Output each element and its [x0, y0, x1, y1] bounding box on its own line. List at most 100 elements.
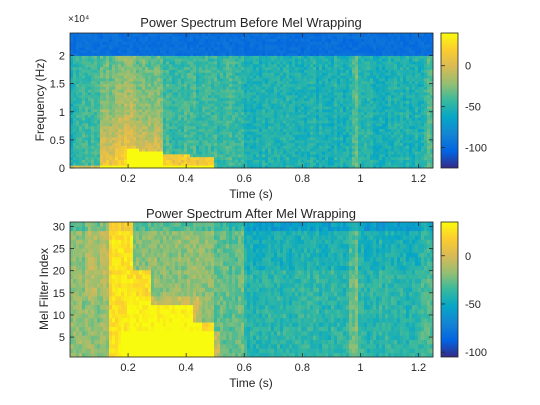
heatmap-cell	[247, 145, 251, 149]
heatmap-cell	[100, 94, 104, 99]
heatmap-cell	[217, 69, 221, 73]
heatmap-cell	[337, 89, 341, 93]
heatmap-cell	[124, 148, 128, 152]
heatmap-cell	[166, 69, 170, 73]
heatmap-cell	[349, 137, 353, 141]
heatmap-cell	[193, 165, 197, 169]
heatmap-cell	[205, 61, 209, 65]
heatmap-cell	[127, 61, 131, 65]
heatmap-cell	[259, 41, 263, 45]
heatmap-cell	[160, 142, 164, 146]
heatmap-cell	[259, 134, 263, 138]
heatmap-cell	[337, 123, 341, 127]
heatmap-cell	[349, 80, 353, 85]
heatmap-cell	[346, 103, 350, 107]
heatmap-cell	[109, 83, 113, 87]
heatmap-cell	[235, 156, 239, 160]
heatmap-cell	[97, 72, 101, 76]
heatmap-cell	[166, 58, 170, 62]
heatmap-cell	[259, 120, 263, 124]
heatmap-cell	[115, 63, 119, 68]
heatmap-cell	[202, 103, 206, 107]
heatmap-cell	[280, 128, 284, 132]
heatmap-cell	[166, 75, 170, 79]
heatmap-cell	[223, 162, 227, 166]
heatmap-cell	[142, 103, 146, 107]
heatmap-cell	[379, 111, 383, 115]
heatmap-cell	[136, 49, 140, 54]
heatmap-cell	[70, 35, 74, 40]
heatmap-cell	[319, 78, 323, 82]
heatmap-cell	[148, 35, 152, 40]
heatmap-cell	[238, 80, 242, 85]
heatmap-cell	[211, 148, 215, 152]
heatmap-cell	[142, 52, 146, 56]
heatmap-cell	[271, 151, 275, 155]
heatmap-cell	[274, 38, 278, 42]
heatmap-cell	[337, 44, 341, 48]
heatmap-cell	[253, 97, 257, 101]
heatmap-cell	[238, 137, 242, 141]
heatmap-cell	[268, 69, 272, 73]
heatmap-cell	[88, 128, 92, 132]
heatmap-cell	[136, 97, 140, 101]
heatmap-cell	[214, 117, 218, 121]
heatmap-cell	[370, 153, 374, 158]
heatmap-cell	[190, 153, 194, 158]
heatmap-cell	[193, 63, 197, 68]
heatmap-cell	[151, 128, 155, 132]
heatmap-cell	[259, 97, 263, 101]
heatmap-cell	[346, 142, 350, 146]
heatmap-cell	[151, 47, 155, 51]
heatmap-cell	[268, 66, 272, 70]
heatmap-cell	[130, 61, 134, 65]
heatmap-cell	[322, 139, 326, 144]
heatmap-cell	[178, 159, 182, 163]
heatmap-cell	[139, 69, 143, 73]
heatmap-cell	[139, 148, 143, 152]
heatmap-cell	[121, 80, 125, 85]
heatmap-cell	[85, 38, 89, 42]
heatmap-cell	[190, 35, 194, 40]
heatmap-cell	[352, 66, 356, 70]
heatmap-cell	[106, 156, 110, 160]
heatmap-cell	[346, 111, 350, 115]
heatmap-cell	[295, 78, 299, 82]
heatmap-cell	[379, 134, 383, 138]
heatmap-cell	[262, 151, 266, 155]
heatmap-cell	[286, 165, 290, 169]
heatmap-cell	[244, 61, 248, 65]
heatmap-cell	[142, 44, 146, 48]
heatmap-cell	[223, 100, 227, 104]
heatmap-cell	[133, 125, 137, 130]
heatmap-cell	[193, 117, 197, 121]
heatmap-cell	[154, 86, 158, 90]
heatmap-cell	[322, 162, 326, 166]
heatmap-cell	[118, 38, 122, 42]
heatmap-cell	[259, 142, 263, 146]
heatmap-cell	[109, 111, 113, 115]
heatmap-cell	[253, 142, 257, 146]
heatmap-cell	[355, 120, 359, 124]
heatmap-cell	[85, 61, 89, 65]
heatmap-cell	[76, 100, 80, 104]
heatmap-cell	[250, 145, 254, 149]
heatmap-cell	[283, 137, 287, 141]
heatmap-cell	[121, 89, 125, 93]
heatmap-cell	[220, 41, 224, 45]
heatmap-cell	[136, 94, 140, 99]
heatmap-cell	[343, 38, 347, 42]
heatmap-cell	[352, 86, 356, 90]
heatmap-cell	[115, 75, 119, 79]
heatmap-cell	[133, 103, 137, 107]
heatmap-cell	[163, 47, 167, 51]
heatmap-cell	[118, 117, 122, 121]
heatmap-cell	[328, 72, 332, 76]
heatmap-cell	[256, 33, 260, 37]
heatmap-cell	[79, 106, 83, 110]
heatmap-cell	[103, 153, 107, 158]
heatmap-cell	[292, 55, 296, 59]
heatmap-cell	[226, 153, 230, 158]
heatmap-cell	[118, 137, 122, 141]
heatmap-cell	[235, 49, 239, 54]
